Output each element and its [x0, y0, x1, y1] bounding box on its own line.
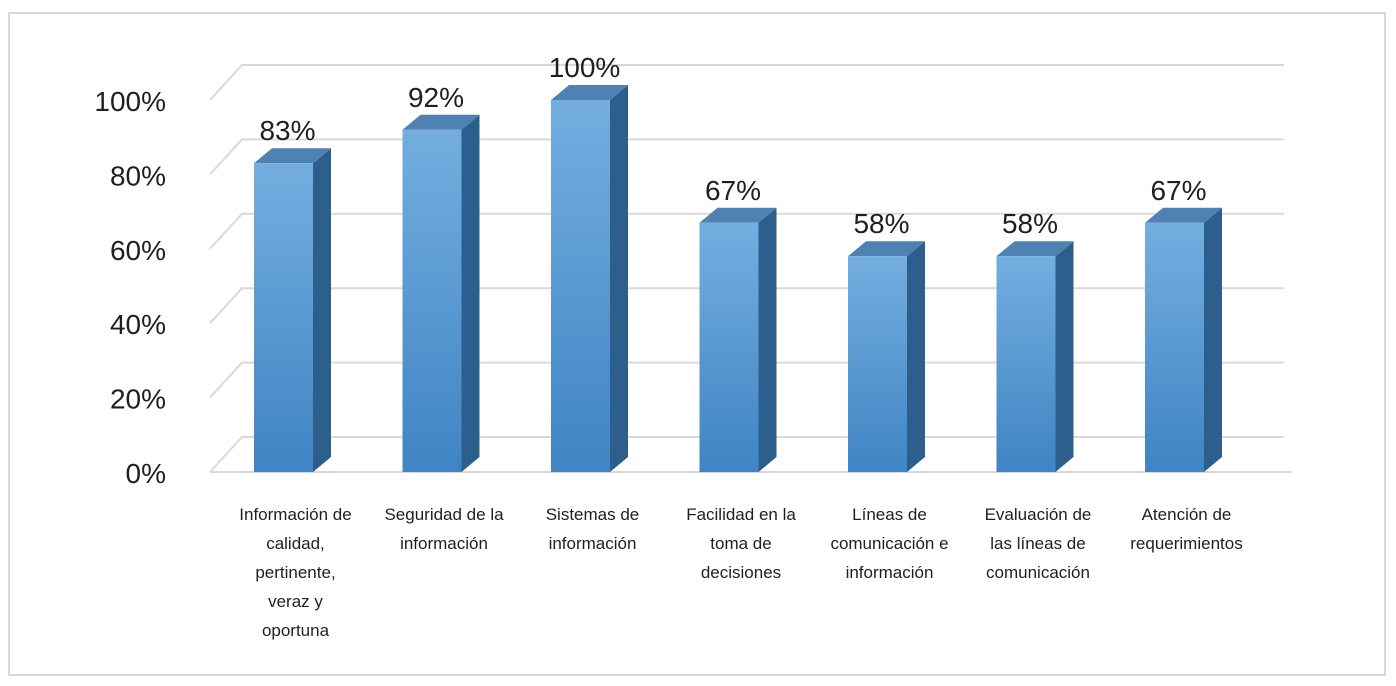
bar [1145, 207, 1222, 472]
bar [699, 207, 777, 472]
bar-front [996, 256, 1056, 472]
data-labels: 83% 92% 100% 67% 58% 58% 67% [259, 52, 1206, 239]
bar-front [1145, 222, 1204, 472]
bar-side [610, 85, 628, 472]
gridline [209, 436, 1284, 473]
category-label: Atención de requerimientos [1130, 505, 1242, 553]
bar-side [1204, 207, 1222, 472]
category-label: Líneas de comunicación e información [830, 505, 948, 582]
bar [996, 241, 1074, 472]
bar [551, 85, 628, 472]
bar-front [848, 256, 907, 472]
category-label: Evaluación de las líneas de comunicación [985, 505, 1092, 582]
bar-side [1055, 241, 1074, 472]
gridline [209, 287, 1284, 324]
bar-side [461, 114, 480, 472]
bar-top [1145, 207, 1222, 223]
category-label: Sistemas de información [546, 505, 640, 553]
y-tick-label: 40% [110, 309, 166, 340]
gridline [209, 361, 1284, 399]
y-tick-label: 60% [110, 235, 166, 266]
bar-top [848, 241, 925, 257]
data-label: 58% [853, 208, 909, 239]
data-label: 92% [408, 82, 464, 113]
data-label: 67% [705, 175, 761, 206]
bar-side [758, 207, 777, 472]
data-label: 67% [1150, 175, 1206, 206]
gridline [209, 64, 1284, 101]
gridlines [209, 64, 1292, 473]
y-axis: 0% 20% 40% 60% 80% 100% [94, 86, 166, 489]
data-label: 83% [259, 115, 315, 146]
bar-front [254, 163, 313, 473]
bar-front [402, 129, 462, 472]
bar-front [551, 100, 610, 472]
gridline [209, 212, 1284, 250]
gridline [209, 138, 1284, 176]
bar [848, 241, 925, 472]
data-label: 58% [1002, 208, 1058, 239]
bar-top [254, 148, 331, 164]
bar [402, 114, 480, 472]
bar-side [313, 148, 331, 473]
category-label: Seguridad de la información [384, 505, 504, 553]
bar-front [699, 222, 759, 472]
y-tick-label: 80% [110, 160, 166, 191]
bars [254, 85, 1222, 473]
bar-top [996, 241, 1074, 257]
category-label: Información de calidad, pertinente, veraz y… [239, 505, 351, 640]
category-label: Facilidad en la toma de decisiones [686, 505, 796, 582]
bar-top [551, 85, 628, 100]
bar [254, 148, 331, 473]
bar-top [402, 114, 480, 130]
y-tick-label: 100% [94, 86, 166, 117]
y-tick-label: 0% [126, 458, 166, 489]
data-label: 100% [549, 52, 621, 83]
y-tick-label: 20% [110, 384, 166, 415]
x-axis: Información de calidad, pertinente, veraz y… [239, 505, 1242, 640]
bar-side [907, 241, 925, 472]
bar-top [699, 207, 777, 223]
